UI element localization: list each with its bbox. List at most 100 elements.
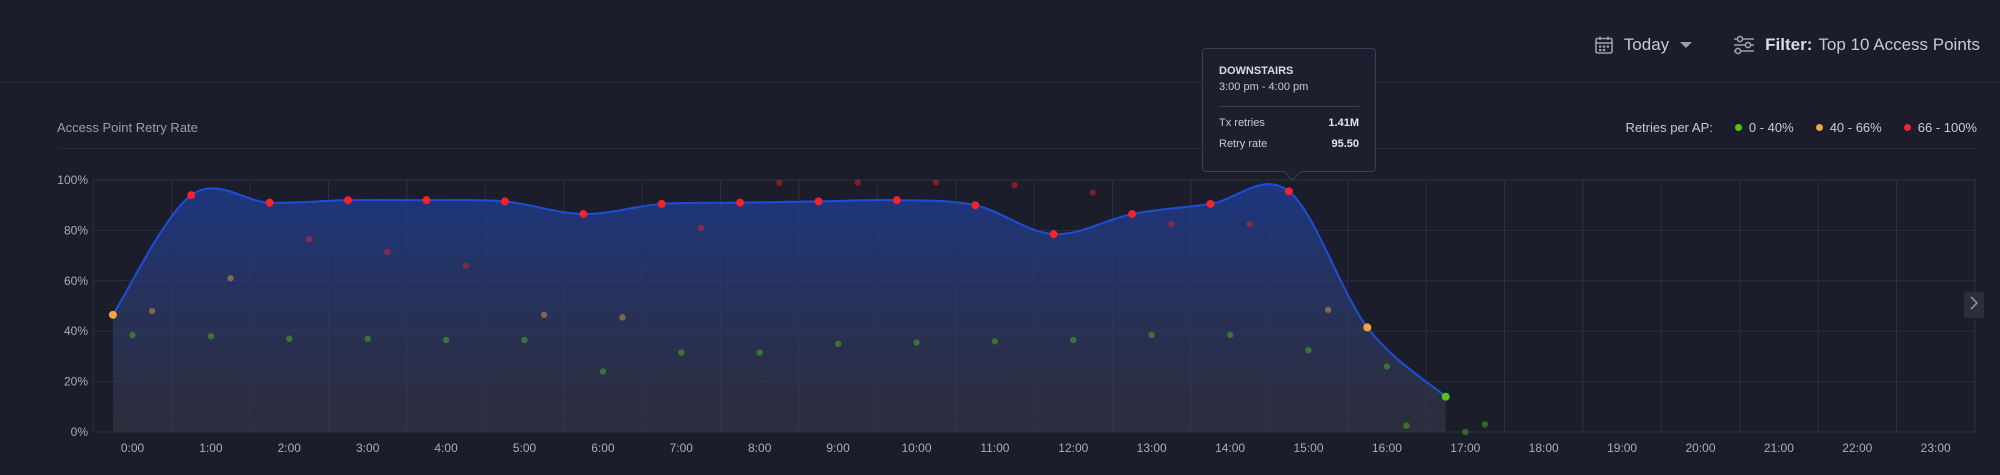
legend-item-low: 0 - 40%: [1734, 120, 1794, 135]
x-tick-label: 17:00: [1450, 441, 1480, 455]
tooltip-label: Retry rate: [1219, 138, 1268, 150]
top-bar: [0, 0, 2000, 83]
x-tick-label: 4:00: [434, 441, 458, 455]
dim-data-point: [462, 262, 469, 269]
x-tick-label: 9:00: [826, 441, 850, 455]
x-tick-label: 20:00: [1685, 441, 1715, 455]
date-range-dropdown[interactable]: Today: [1594, 35, 1693, 55]
dim-data-point: [1226, 331, 1234, 339]
y-tick-label: 80%: [64, 223, 88, 237]
hover-tooltip: DOWNSTAIRS 3:00 pm - 4:00 pm Tx retries …: [1202, 48, 1376, 172]
legend-label-mid: 40 - 66%: [1829, 120, 1882, 135]
y-tick-label: 40%: [64, 324, 88, 338]
tooltip-time-range: 3:00 pm - 4:00 pm: [1219, 81, 1309, 93]
dim-data-point: [286, 335, 293, 342]
dim-data-point: [991, 338, 999, 345]
x-tick-label: 23:00: [1921, 441, 1951, 455]
x-tick-label: 8:00: [748, 441, 772, 455]
x-tick-label: 12:00: [1058, 441, 1088, 455]
dim-data-point: [1148, 331, 1155, 339]
dim-data-point: [756, 349, 763, 356]
chevron-right-icon: [1969, 295, 1979, 315]
dim-data-point: [305, 236, 313, 243]
dim-data-point: [148, 307, 156, 315]
legend-dot-low: [1734, 124, 1742, 131]
dim-data-point: [913, 339, 920, 346]
legend-dot-high: [1903, 124, 1911, 131]
dim-data-point: [1481, 421, 1489, 428]
dim-data-point: [776, 179, 783, 186]
legend-dot-mid: [1815, 124, 1823, 131]
x-tick-label: 22:00: [1842, 441, 1872, 455]
tooltip-value: 95.50: [1331, 138, 1359, 150]
filter-value: Top 10 Access Points: [1818, 35, 1980, 54]
x-tick-label: 3:00: [356, 441, 380, 455]
x-tick-label: 6:00: [591, 441, 615, 455]
dim-data-point: [1462, 428, 1469, 436]
x-tick-label: 0:00: [121, 441, 145, 455]
x-tick-label: 14:00: [1215, 441, 1245, 455]
x-tick-label: 5:00: [513, 441, 537, 455]
data-point: [265, 198, 274, 207]
data-point: [1206, 199, 1215, 208]
dim-data-point: [384, 248, 391, 256]
dim-data-point: [697, 224, 705, 232]
series-line: [112, 183, 1447, 398]
dim-data-point: [227, 275, 234, 282]
dim-data-point: [1168, 220, 1175, 228]
dim-data-point: [540, 311, 548, 319]
x-tick-label: 18:00: [1529, 441, 1559, 455]
data-point: [500, 197, 509, 206]
tooltip-divider: [1219, 106, 1359, 107]
y-tick-label: 20%: [64, 375, 88, 389]
tooltip-ap-name: DOWNSTAIRS: [1219, 65, 1294, 77]
dim-data-point: [599, 368, 607, 375]
data-point: [971, 201, 980, 210]
dim-data-point: [1383, 363, 1391, 370]
legend-title: Retries per AP:: [1625, 120, 1713, 135]
data-point: [187, 191, 196, 200]
area-fill: [112, 184, 1446, 432]
data-point: [1441, 392, 1450, 401]
legend-item-high: 66 - 100%: [1903, 120, 1977, 135]
dim-data-point: [521, 336, 528, 344]
dim-data-point: [854, 179, 861, 186]
dim-data-point: [1324, 306, 1332, 313]
x-tick-label: 2:00: [278, 441, 302, 455]
dim-data-point: [1305, 346, 1312, 354]
legend-item-mid: 40 - 66%: [1815, 120, 1882, 135]
x-tick-label: 10:00: [901, 441, 931, 455]
divider: [57, 148, 1977, 149]
filter-button[interactable]: Filter: Top 10 Access Points: [1733, 35, 1980, 55]
chart-title: Access Point Retry Rate: [57, 120, 198, 135]
data-point: [1128, 210, 1137, 219]
filter-label: Filter:: [1765, 35, 1813, 54]
x-tick-label: 1:00: [199, 441, 223, 455]
sliders-icon: [1733, 35, 1755, 55]
data-point: [657, 199, 666, 208]
dim-data-point: [1011, 181, 1018, 189]
legend-label-high: 66 - 100%: [1917, 120, 1977, 135]
chart-legend: Retries per AP: 0 - 40% 40 - 66% 66 - 10…: [1625, 120, 1977, 135]
x-tick-label: 15:00: [1293, 441, 1323, 455]
dim-data-point: [207, 333, 215, 340]
y-tick-label: 0%: [71, 425, 89, 439]
x-tick-label: 21:00: [1764, 441, 1794, 455]
data-point: [579, 210, 588, 219]
x-tick-label: 19:00: [1607, 441, 1637, 455]
scroll-right-button[interactable]: [1964, 292, 1984, 318]
data-point: [1363, 323, 1372, 332]
legend-label-low: 0 - 40%: [1748, 120, 1794, 135]
dim-data-point: [932, 179, 940, 186]
x-tick-label: 11:00: [980, 441, 1009, 455]
caret-down-icon: [1679, 40, 1693, 50]
tooltip-row-tx-retries: Tx retries 1.41M: [1219, 117, 1359, 129]
x-tick-label: 7:00: [670, 441, 694, 455]
dim-data-point: [619, 314, 626, 321]
tooltip-label: Tx retries: [1219, 117, 1265, 129]
y-tick-label: 100%: [57, 173, 88, 187]
data-point: [422, 196, 431, 205]
tooltip-value: 1.41M: [1328, 117, 1359, 129]
data-point: [736, 198, 745, 207]
dim-data-point: [1070, 336, 1077, 344]
